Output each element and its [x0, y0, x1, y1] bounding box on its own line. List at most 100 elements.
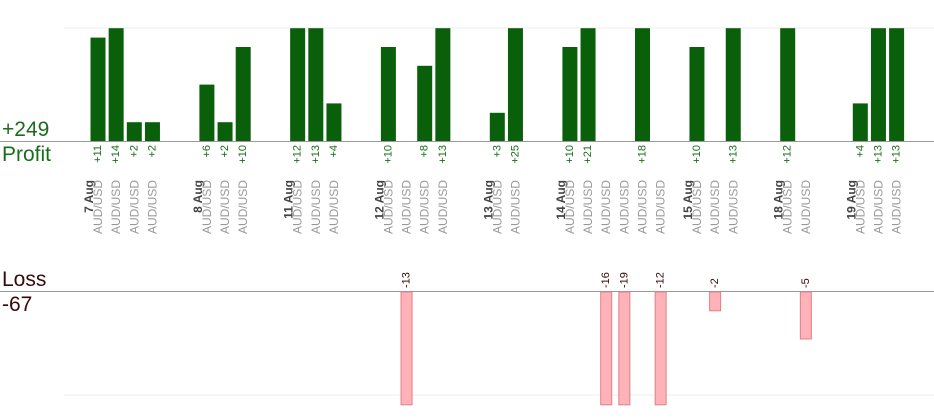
loss-bars	[400, 291, 812, 406]
instrument-label: AUD/USD	[599, 180, 613, 234]
profit-bar	[217, 122, 233, 141]
profit-bar	[489, 112, 505, 141]
profit-value-label: +2	[219, 145, 231, 158]
profit-value-label: +10	[382, 145, 394, 164]
instrument-label: AUD/USD	[218, 180, 232, 234]
loss-bar	[799, 291, 812, 340]
profit-bar	[725, 28, 741, 142]
profit-bar	[108, 28, 124, 142]
loss-label: Loss	[2, 268, 47, 291]
instrument-label: AUD/USD	[871, 180, 885, 234]
profit-bar	[144, 122, 160, 141]
profit-value-label: +11	[92, 145, 104, 163]
date-label: 11 Aug	[282, 180, 296, 219]
profit-value-label: +10	[691, 145, 703, 164]
loss-value-label: -19	[618, 272, 630, 288]
instrument-label: AUD/USD	[236, 180, 250, 234]
profit-value-label: +10	[564, 145, 576, 164]
profit-value-label: +4	[328, 145, 340, 158]
profit-value-label: +13	[891, 145, 903, 164]
profit-bar	[689, 47, 705, 141]
instrument-label: AUD/USD	[381, 180, 395, 234]
instrument-label: AUD/USD	[400, 180, 414, 234]
value-labels: +11 +14 +2 +2 +6 +2 +10 +12 +13 +4 +10 -13 +8 +13 +3 +2…	[92, 145, 903, 288]
profit-value-label: +25	[509, 145, 521, 164]
profit-value-label: +12	[292, 145, 304, 164]
instrument-label: AUD/USD	[726, 180, 740, 234]
instrument-label: AUD/USD	[853, 180, 867, 234]
loss-total: -67	[2, 293, 33, 316]
loss-bar	[400, 291, 413, 406]
instrument-label: AUD/USD	[291, 180, 305, 234]
profit-bar	[417, 65, 433, 141]
instrument-label: AUD/USD	[781, 180, 795, 234]
date-label: 19 Aug	[844, 180, 858, 220]
profit-total: +249	[2, 118, 50, 141]
profit-bar	[852, 103, 868, 141]
profit-bar	[507, 28, 523, 142]
profit-bar	[780, 28, 796, 142]
instrument-label: AUD/USD	[563, 180, 577, 234]
profit-value-label: +13	[310, 145, 322, 164]
instrument-label: AUD/USD	[490, 180, 504, 234]
instrument-label: AUD/USD	[581, 180, 595, 234]
profit-bar	[235, 47, 251, 141]
instrument-label: AUD/USD	[327, 180, 341, 234]
date-label: 13 Aug	[481, 180, 495, 220]
profit-value-label: +13	[437, 145, 449, 164]
loss-bar	[709, 291, 722, 312]
profit-bar	[870, 28, 886, 142]
x-axis-labels: 7 Aug 8 Aug 11 Aug 12 Aug 13 Aug 14 Aug 15 Aug…	[82, 180, 904, 234]
instrument-label: AUD/USD	[127, 180, 141, 234]
loss-value-label: -16	[600, 272, 612, 288]
profit-bar	[562, 47, 578, 141]
profit-bar	[126, 122, 142, 141]
date-label: 12 Aug	[372, 180, 386, 220]
instrument-label: AUD/USD	[418, 180, 432, 234]
instrument-label: AUD/USD	[617, 180, 631, 234]
instrument-label: AUD/USD	[636, 180, 650, 234]
date-label: 15 Aug	[681, 180, 695, 220]
loss-bar	[600, 291, 613, 406]
profit-value-label: +14	[110, 145, 122, 164]
profit-value-label: +13	[727, 145, 739, 164]
profit-bar	[889, 28, 905, 142]
loss-value-label: -2	[709, 278, 721, 288]
date-label: 14 Aug	[554, 180, 568, 220]
profit-value-label: +10	[237, 145, 249, 164]
instrument-label: AUD/USD	[309, 180, 323, 234]
loss-value-label: -5	[800, 278, 812, 288]
instrument-label: AUD/USD	[200, 180, 214, 234]
profit-value-label: +6	[201, 145, 213, 158]
instrument-label: AUD/USD	[145, 180, 159, 234]
profit-value-label: +4	[854, 145, 866, 158]
instrument-label: AUD/USD	[436, 180, 450, 234]
profit-value-label: +13	[872, 145, 884, 164]
profit-value-label: +18	[637, 145, 649, 164]
profit-bars	[90, 28, 905, 142]
loss-value-label: -13	[401, 272, 413, 288]
instrument-label: AUD/USD	[508, 180, 522, 234]
date-label: 7 Aug	[82, 180, 96, 213]
instrument-label: AUD/USD	[690, 180, 704, 234]
instrument-label: AUD/USD	[890, 180, 904, 234]
instrument-label: AUD/USD	[799, 180, 813, 234]
profit-bar	[308, 28, 324, 142]
instrument-label: AUD/USD	[654, 180, 668, 234]
profit-value-label: +2	[128, 145, 140, 158]
date-label: 8 Aug	[191, 180, 205, 213]
loss-value-label: -12	[655, 272, 667, 288]
profit-value-label: +3	[491, 145, 503, 158]
profit-bar	[290, 28, 306, 142]
profit-bar	[90, 37, 106, 141]
loss-bar	[654, 291, 667, 406]
date-label: 18 Aug	[772, 180, 786, 220]
profit-bar	[635, 28, 650, 142]
instrument-label: AUD/USD	[91, 180, 105, 234]
profit-bar	[380, 47, 396, 141]
profit-value-label: +12	[782, 145, 794, 164]
profit-bar	[580, 28, 596, 142]
profit-value-label: +21	[582, 145, 594, 164]
profit-bar	[199, 84, 215, 141]
